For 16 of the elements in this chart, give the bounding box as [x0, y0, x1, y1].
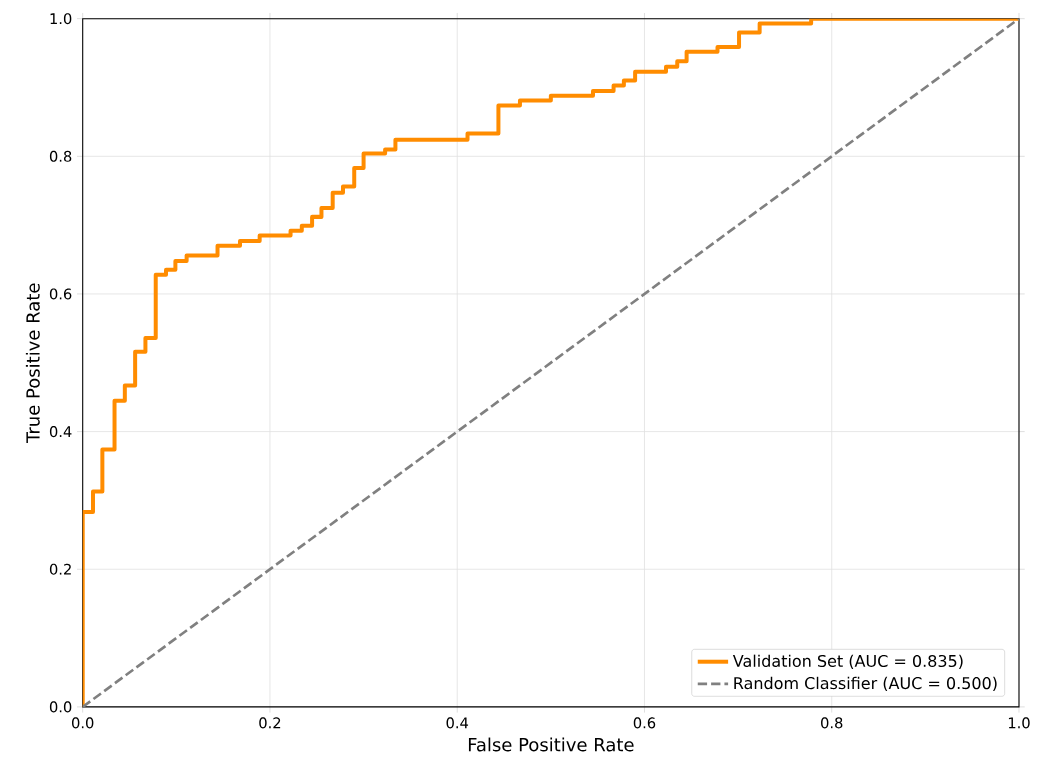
legend-label: Validation Set (AUC = 0.835) — [732, 654, 963, 669]
y-tick-label: 0.6 — [49, 288, 72, 300]
y-tick-label: 1.0 — [50, 13, 72, 25]
x-tick-label: 1.0 — [1008, 717, 1030, 729]
x-tick-label: 0.4 — [446, 717, 469, 729]
x-tick-label: 0.0 — [72, 717, 94, 729]
x-tick-label: 0.2 — [259, 717, 281, 729]
y-tick-label: 0.8 — [49, 150, 72, 162]
y-tick-label: 0.4 — [49, 425, 72, 438]
y-tick-label: 0.2 — [49, 563, 71, 575]
x-tick-label: 0.8 — [821, 717, 843, 729]
y-tick-label: 0.0 — [49, 701, 72, 713]
y-axis-title: True Positive Rate — [25, 283, 40, 443]
x-axis-title: False Positive Rate — [468, 737, 634, 752]
x-tick-label: 0.6 — [633, 717, 656, 729]
legend-label: Random Classifier (AUC = 0.500) — [734, 676, 997, 691]
